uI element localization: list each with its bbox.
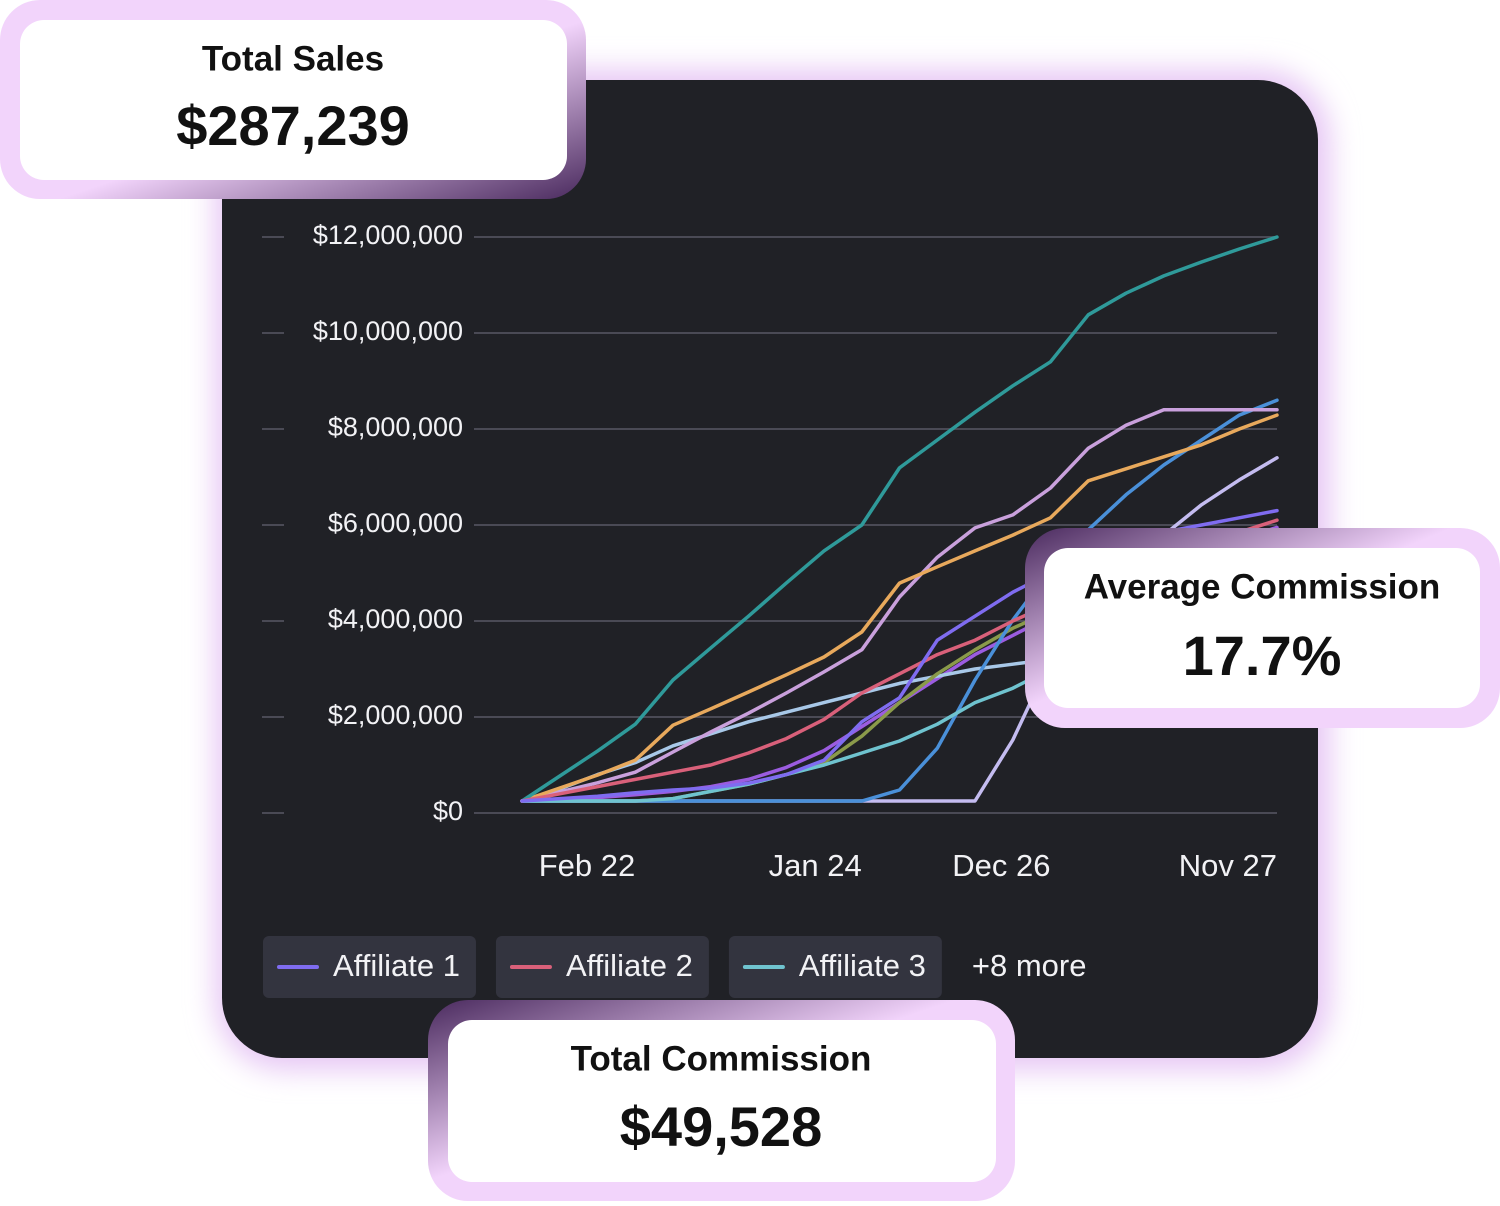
legend: Affiliate 1 Affiliate 2 Affiliate 3 +8 more <box>263 936 1086 998</box>
x-tick-label: Jan 24 <box>769 848 862 883</box>
legend-label: Affiliate 3 <box>799 948 926 983</box>
legend-item[interactable]: Affiliate 2 <box>495 936 709 998</box>
y-tick-label: $6,000,000 <box>328 508 463 538</box>
legend-label: Affiliate 1 <box>333 948 460 983</box>
card-value: 17.7% <box>1183 624 1342 687</box>
legend-more[interactable]: +8 more <box>972 948 1087 983</box>
total-commission-card: Total Commission $49,528 <box>428 1000 1015 1201</box>
series-line <box>520 413 1279 803</box>
card-label: Average Commission <box>1084 567 1441 606</box>
x-tick-label: Feb 22 <box>539 848 636 883</box>
card-value: $287,239 <box>176 94 410 157</box>
card-body <box>448 1020 996 1182</box>
legend-button[interactable] <box>495 936 709 998</box>
series-line <box>520 408 1279 803</box>
average-commission-card: Average Commission 17.7% <box>1025 528 1500 728</box>
card-body <box>1044 548 1480 708</box>
y-tick-label: $8,000,000 <box>328 412 463 442</box>
card-label: Total Commission <box>571 1039 872 1078</box>
y-tick-label: $12,000,000 <box>313 220 463 250</box>
legend-item[interactable]: Affiliate 3 <box>728 936 942 998</box>
total-sales-card: Total Sales $287,239 <box>0 0 586 199</box>
legend-button[interactable] <box>728 936 942 998</box>
legend-item[interactable]: Affiliate 1 <box>263 936 476 998</box>
series-line <box>520 235 1279 803</box>
y-tick-label: $2,000,000 <box>328 700 463 730</box>
legend-button[interactable] <box>263 936 476 998</box>
y-tick-label: $10,000,000 <box>313 316 463 346</box>
card-body <box>20 20 567 180</box>
card-value: $49,528 <box>620 1095 822 1158</box>
y-tick-label: $0 <box>433 796 463 826</box>
x-tick-label: Nov 27 <box>1179 848 1277 883</box>
x-tick-label: Dec 26 <box>952 848 1050 883</box>
legend-label: Affiliate 2 <box>566 948 693 983</box>
card-label: Total Sales <box>202 39 384 78</box>
y-tick-label: $4,000,000 <box>328 604 463 634</box>
